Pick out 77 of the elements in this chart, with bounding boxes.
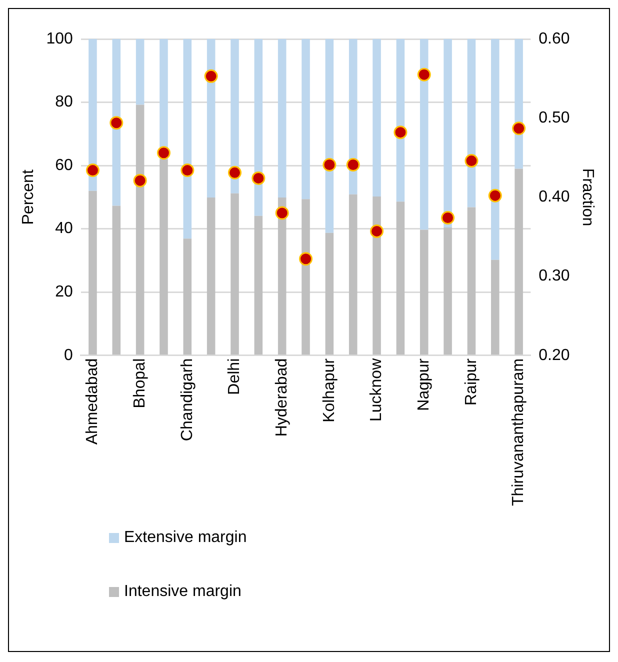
bar xyxy=(467,207,476,355)
point xyxy=(488,188,502,202)
x-tick-label: Thiruvananthapuram xyxy=(510,358,528,506)
point xyxy=(464,154,478,168)
bar xyxy=(420,39,428,230)
point xyxy=(299,252,313,266)
bar xyxy=(514,168,523,355)
point xyxy=(133,174,147,188)
bar xyxy=(348,194,358,355)
y2-tick-label: 0.50 xyxy=(538,109,570,126)
bar xyxy=(396,202,405,355)
bar xyxy=(254,39,263,216)
x-tick-label: Delhi xyxy=(226,358,244,395)
bar xyxy=(206,197,216,355)
point xyxy=(394,126,408,140)
bar xyxy=(302,39,310,200)
bar xyxy=(372,196,381,355)
x-tick-label: Hyderabad xyxy=(274,358,291,437)
y2-tick-label: 0.40 xyxy=(538,188,570,206)
x-tick-label: Kolhapur xyxy=(320,358,338,422)
bar xyxy=(160,39,168,160)
bar xyxy=(183,39,192,239)
x-tick-label: Nagpur xyxy=(416,358,433,411)
y-tick-label: 60 xyxy=(55,156,73,174)
y2-tick-label: 0.20 xyxy=(538,346,570,364)
bar xyxy=(348,39,358,194)
bar xyxy=(444,228,452,355)
bar xyxy=(491,39,500,260)
bar xyxy=(230,39,239,194)
point xyxy=(417,68,431,82)
bar xyxy=(444,39,452,228)
point xyxy=(204,69,218,83)
x-tick-label: Bhopal xyxy=(131,358,148,408)
bar xyxy=(420,230,428,355)
point xyxy=(441,210,455,224)
bar xyxy=(278,39,286,198)
bar xyxy=(230,193,239,355)
point xyxy=(346,158,360,172)
y2-tick-label: 0.30 xyxy=(538,268,570,285)
bar xyxy=(88,190,97,355)
point xyxy=(370,224,384,238)
bar xyxy=(112,206,121,355)
bar xyxy=(372,39,381,197)
point xyxy=(86,164,100,178)
bar xyxy=(136,104,144,355)
bar xyxy=(325,232,334,355)
y-tick-label: 80 xyxy=(55,94,73,111)
bar xyxy=(136,39,144,105)
legend-label: Extensive margin xyxy=(124,529,247,547)
point xyxy=(275,206,289,220)
bar xyxy=(302,199,310,355)
y2-axis-title: Fraction xyxy=(578,168,596,226)
point xyxy=(110,116,124,130)
bar xyxy=(160,160,168,355)
bar xyxy=(514,39,523,169)
legend-label: Intensive margin xyxy=(124,583,242,601)
bar xyxy=(88,39,97,191)
y-tick-label: 0 xyxy=(64,346,73,364)
point xyxy=(228,166,242,180)
y-tick-label: 20 xyxy=(55,283,73,300)
y2-tick-label: 0.60 xyxy=(538,30,570,48)
y-tick-label: 100 xyxy=(46,30,73,48)
point xyxy=(322,158,336,172)
bar xyxy=(254,216,263,355)
bar xyxy=(325,39,334,233)
point xyxy=(512,122,526,136)
y-axis-title: Percent xyxy=(20,169,38,225)
x-tick-label: Raipur xyxy=(462,358,480,406)
x-tick-label: Chandigarh xyxy=(178,358,196,442)
bar xyxy=(183,238,192,355)
point xyxy=(156,146,170,160)
x-tick-label: Ahmedabad xyxy=(84,358,102,445)
bar xyxy=(491,260,500,355)
point xyxy=(252,171,266,185)
point xyxy=(180,164,194,178)
x-tick-label: Lucknow xyxy=(368,358,386,422)
y-tick-label: 40 xyxy=(55,220,73,238)
